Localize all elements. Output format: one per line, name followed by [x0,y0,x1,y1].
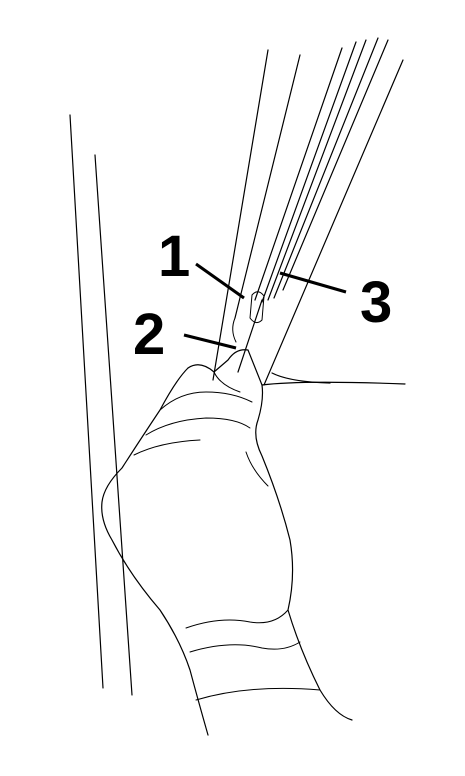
leader-2 [183,333,237,350]
frame-edge-outer [69,114,104,689]
trim-edge-left [212,49,269,381]
trim-lower [237,299,406,386]
door-frame [69,114,133,696]
trim-edge-curl [232,317,237,343]
callout-leaders [183,262,347,350]
seal-line-outer [263,59,404,386]
seal-lip [249,291,265,324]
trim-lower-edge [237,299,263,373]
finger-crease-2 [145,417,251,436]
seal-line-3 [267,39,367,301]
pillar-trim-panel [212,49,301,381]
headliner-edge [261,381,406,386]
seal-line-5 [282,39,389,291]
thumb-crease [213,371,241,393]
callout-labels: 1 2 3 [133,224,392,367]
hand-outline-right [187,349,353,721]
seal-line-4 [273,37,379,299]
cuff-line-3 [195,687,321,701]
frame-edge-inner [94,154,133,696]
trim-edge-mid [234,54,301,319]
leader-3 [279,271,347,294]
seal-strip [249,37,404,386]
palm-crease [245,451,269,487]
headliner-curve [271,372,331,384]
hand-outline-left [101,367,209,736]
leader-1 [195,262,245,300]
finger-crease-3 [133,439,201,456]
seal-line-2 [261,41,357,303]
callout-2: 2 [133,302,165,367]
seal-line-1 [254,47,343,301]
cuff-line-2 [189,641,301,653]
callout-3: 3 [360,270,392,335]
cuff-line-1 [185,609,289,629]
finger-crease-1 [159,391,253,411]
callout-1: 1 [158,224,190,289]
gloved-hand [101,349,353,736]
